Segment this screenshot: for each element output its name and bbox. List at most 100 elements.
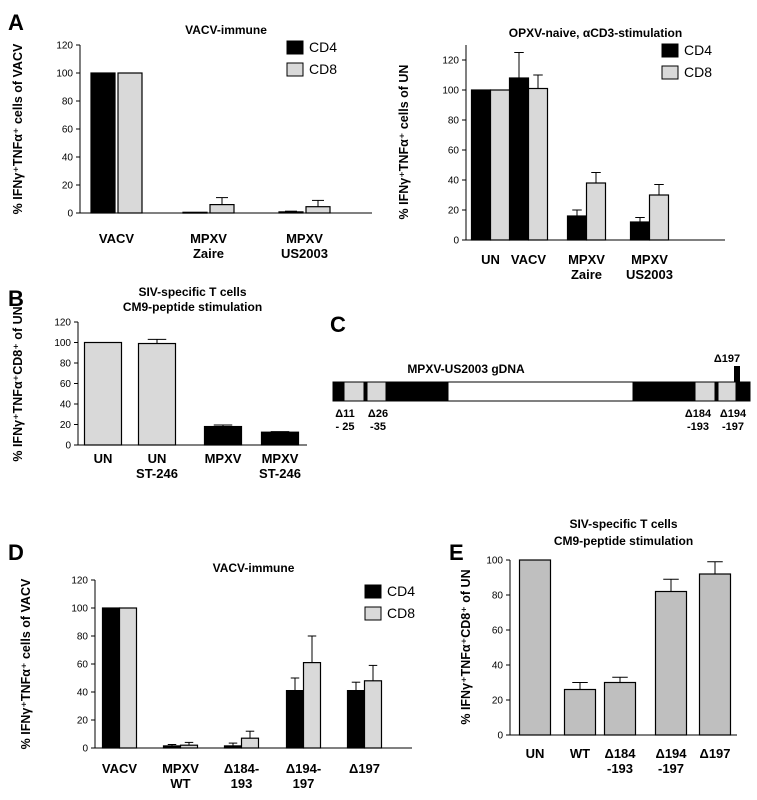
y-axis-label: % IFNγ⁺TNFα⁺ cells of VACV — [11, 43, 25, 214]
y-tick-label: 40 — [492, 661, 504, 672]
genome-segment — [447, 381, 634, 402]
bar — [118, 607, 138, 749]
y-tick-label: 120 — [442, 56, 459, 67]
bar — [223, 745, 243, 749]
deletion-label: Δ184 — [685, 408, 712, 420]
deletion-label: Δ26 — [368, 408, 388, 420]
bar — [90, 72, 116, 214]
y-tick-label: 60 — [62, 125, 74, 136]
chart-a-right: OPXV-naive, αCD3-stimulation % IFNγ⁺TNFα⁺… — [397, 26, 725, 282]
y-tick-label: 100 — [54, 338, 71, 349]
y-axis-label: % IFNγ⁺TNFα⁺ cells of VACV — [19, 578, 33, 749]
bar — [346, 689, 366, 749]
y-tick-label: 100 — [486, 556, 503, 567]
deletion-label: Δ194 — [720, 408, 747, 420]
bar — [648, 194, 670, 241]
bar — [137, 342, 177, 446]
panel-letter: B — [8, 286, 24, 311]
bar — [179, 744, 199, 749]
category-label: MPXV — [262, 451, 299, 466]
legend-label: CD8 — [309, 61, 337, 77]
category-label: VACV — [99, 231, 134, 246]
deletion-label: Δ197 — [714, 353, 740, 365]
bar — [563, 688, 597, 736]
bar — [240, 737, 260, 749]
bar — [302, 661, 322, 749]
bar — [182, 211, 208, 214]
chart-title: VACV-immune — [185, 23, 267, 37]
bar — [278, 211, 304, 214]
y-tick-label: 40 — [62, 153, 74, 164]
genome-segment — [735, 381, 751, 402]
deletion-label: Δ11 — [335, 408, 355, 420]
bar — [489, 89, 511, 241]
legend-label: CD8 — [684, 64, 712, 80]
bar — [209, 204, 235, 214]
genome-segment — [632, 381, 696, 402]
bar — [101, 607, 121, 749]
category-label: UN — [94, 451, 113, 466]
legend-swatch — [661, 65, 679, 80]
chart-d: D VACV-immune % IFNγ⁺TNFα⁺ cells of VACV 0 2… — [8, 540, 415, 791]
category-label: UN — [526, 746, 545, 761]
genome-segment — [385, 381, 449, 402]
category-label: Δ184 — [604, 746, 636, 761]
y-axis-label: % IFNγ⁺TNFα⁺ cells of UN — [397, 65, 411, 220]
bar — [260, 431, 300, 446]
bar — [83, 341, 123, 446]
y-tick-label: 100 — [71, 604, 88, 615]
category-label: MPXV — [190, 231, 227, 246]
category-label: WT — [570, 746, 590, 761]
panel-letter: A — [8, 10, 24, 35]
category-label: Δ194- — [286, 761, 321, 776]
y-tick-label: 20 — [77, 716, 89, 727]
panel-letter: C — [330, 312, 346, 337]
bar — [654, 590, 688, 736]
legend-label: CD4 — [684, 42, 712, 58]
bar — [162, 745, 182, 749]
bar — [566, 215, 588, 241]
chart-title: OPXV-naive, αCD3-stimulation — [509, 26, 682, 40]
y-tick-label: 60 — [492, 626, 504, 637]
bar — [527, 87, 549, 241]
genome-segment — [332, 381, 345, 402]
y-tick-label: 100 — [56, 69, 73, 80]
y-tick-label: 120 — [56, 41, 73, 52]
bar — [629, 221, 651, 241]
category-label: US2003 — [281, 246, 328, 261]
deletion-label: -35 — [370, 421, 386, 433]
bar — [285, 689, 305, 749]
y-tick-label: 20 — [492, 696, 504, 707]
genome-segment — [694, 381, 716, 402]
bar — [518, 559, 552, 736]
bar — [203, 425, 243, 446]
legend-label: CD8 — [387, 605, 415, 621]
panel-letter: D — [8, 540, 24, 565]
y-tick-label: 0 — [65, 441, 71, 452]
legend-swatch — [364, 584, 382, 599]
bar — [363, 680, 383, 749]
category-label: VACV — [511, 252, 546, 267]
chart-title: VACV-immune — [213, 561, 295, 575]
category-label: 197 — [293, 776, 315, 791]
category-label: MPXV — [286, 231, 323, 246]
bar — [470, 89, 492, 241]
genome-segment — [717, 381, 737, 402]
deletion-marker — [734, 366, 740, 382]
y-tick-label: 20 — [448, 206, 460, 217]
y-tick-label: 80 — [62, 97, 74, 108]
y-tick-label: 0 — [453, 236, 459, 247]
y-tick-label: 60 — [77, 660, 89, 671]
bar — [117, 72, 143, 214]
y-tick-label: 40 — [448, 176, 460, 187]
category-label: ST-246 — [136, 466, 178, 481]
legend-swatch — [286, 62, 304, 77]
deletion-label: -197 — [722, 421, 744, 433]
bar — [508, 77, 530, 241]
legend-label: CD4 — [309, 39, 337, 55]
y-tick-label: 20 — [60, 420, 72, 431]
y-tick-label: 0 — [67, 209, 73, 220]
y-axis-label: % IFNγ⁺TNFα⁺CD8⁺ of UN — [11, 306, 25, 461]
